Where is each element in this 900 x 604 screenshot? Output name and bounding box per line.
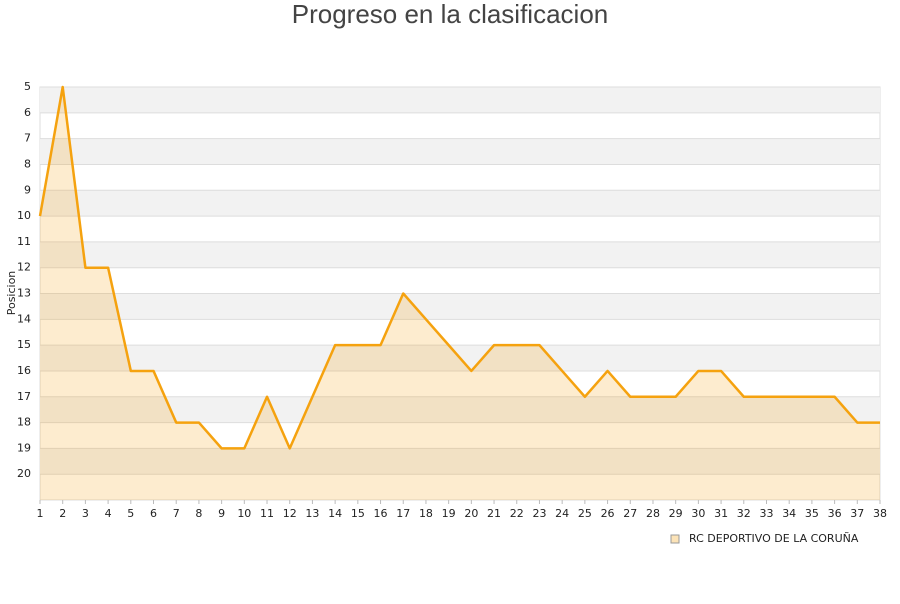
x-tick-label: 9 xyxy=(218,507,225,520)
grid-band xyxy=(40,241,880,268)
x-tick-label: 26 xyxy=(601,507,615,520)
grid-band xyxy=(40,396,880,423)
x-tick-label: 2 xyxy=(59,507,66,520)
x-tick-label: 28 xyxy=(646,507,660,520)
y-tick-label: 5 xyxy=(24,80,31,93)
grid-band xyxy=(40,293,880,320)
y-tick-label: 7 xyxy=(24,132,31,145)
y-tick-label: 15 xyxy=(17,338,31,351)
y-tick-label: 6 xyxy=(24,106,31,119)
x-tick-label: 15 xyxy=(351,507,365,520)
legend-swatch xyxy=(670,534,680,544)
x-tick-label: 38 xyxy=(873,507,887,520)
x-tick-label: 30 xyxy=(691,507,705,520)
x-tick-label: 36 xyxy=(828,507,842,520)
x-tick-label: 11 xyxy=(260,507,274,520)
x-tick-label: 13 xyxy=(305,507,319,520)
x-tick-label: 10 xyxy=(237,507,251,520)
legend-label: RC DEPORTIVO DE LA CORUÑA xyxy=(689,532,859,545)
x-tick-label: 16 xyxy=(374,507,388,520)
x-tick-label: 20 xyxy=(464,507,478,520)
x-tick-label: 4 xyxy=(105,507,112,520)
x-tick-label: 22 xyxy=(510,507,524,520)
x-tick-label: 12 xyxy=(283,507,297,520)
y-tick-label: 8 xyxy=(24,157,31,170)
y-tick-label: 20 xyxy=(17,467,31,480)
x-tick-label: 14 xyxy=(328,507,342,520)
grid-band xyxy=(40,138,880,165)
line xyxy=(38,85,880,450)
x-tick-label: 23 xyxy=(532,507,546,520)
x-tick-label: 3 xyxy=(82,507,89,520)
x-tick-label: 32 xyxy=(737,507,751,520)
grid-band xyxy=(40,190,880,217)
x-tick-label: 19 xyxy=(442,507,456,520)
x-tick-label: 31 xyxy=(714,507,728,520)
y-tick-label: 19 xyxy=(17,441,31,454)
y-tick-label: 12 xyxy=(17,261,31,274)
plot-background xyxy=(39,86,881,501)
x-tick-label: 8 xyxy=(195,507,202,520)
x-tick-label: 6 xyxy=(150,507,157,520)
grid-band xyxy=(40,87,880,113)
x-tick-label: 25 xyxy=(578,507,592,520)
x-tick-label: 37 xyxy=(850,507,864,520)
x-tick-label: 17 xyxy=(396,507,410,520)
y-tick-label: 10 xyxy=(17,209,31,222)
y-axis-label: Posicion xyxy=(5,271,18,316)
x-tick-label: 21 xyxy=(487,507,501,520)
x-tick-label: 34 xyxy=(782,507,796,520)
chart-title: Progreso en la clasificacion xyxy=(292,0,609,29)
grid-band xyxy=(40,448,880,475)
x-tick-label: 35 xyxy=(805,507,819,520)
x-tick-label: 18 xyxy=(419,507,433,520)
y-tick-label: 16 xyxy=(17,364,31,377)
y-tick-label: 17 xyxy=(17,390,31,403)
x-tick-label: 27 xyxy=(623,507,637,520)
y-tick-label: 13 xyxy=(17,287,31,300)
y-tick-label: 14 xyxy=(17,312,31,325)
x-tick-label: 1 xyxy=(37,507,44,520)
x-tick-label: 7 xyxy=(173,507,180,520)
y-tick-label: 11 xyxy=(17,235,31,248)
x-tick-label: 5 xyxy=(127,507,134,520)
x-tick-label: 33 xyxy=(759,507,773,520)
x-tick-label: 24 xyxy=(555,507,569,520)
y-tick-label: 9 xyxy=(24,183,31,196)
x-tick-label: 29 xyxy=(669,507,683,520)
y-tick-label: 18 xyxy=(17,416,31,429)
